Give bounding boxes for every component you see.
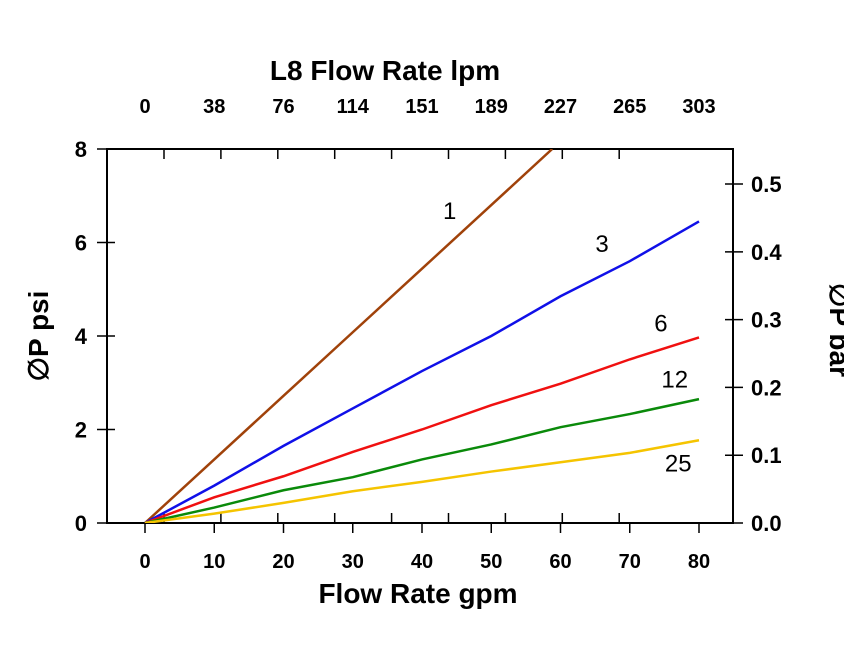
x-tick-label: 30 xyxy=(342,551,364,573)
x-tick-label: 40 xyxy=(411,551,433,573)
x-tick-label: 50 xyxy=(480,551,502,573)
x-tick-label: 10 xyxy=(203,551,225,573)
y2-axis-label: ∅P bar xyxy=(824,283,844,377)
y-tick-label: 2 xyxy=(75,418,87,443)
x-tick-label: 0 xyxy=(139,551,150,573)
series-line-6 xyxy=(144,336,700,523)
x-axis-label: Flow Rate gpm xyxy=(318,578,517,609)
series-line-25 xyxy=(144,439,700,523)
y-axis-label: ∅P psi xyxy=(23,291,54,382)
y2-tick-label: 0.3 xyxy=(751,308,782,333)
top-tick-label: 38 xyxy=(203,96,225,118)
series-line-3 xyxy=(144,220,700,523)
top-tick-label: 0 xyxy=(139,96,150,118)
x-tick-label: 20 xyxy=(272,551,294,573)
y2-tick-label: 0.5 xyxy=(751,172,782,197)
top-tick-label: 114 xyxy=(337,96,370,118)
y-tick-label: 4 xyxy=(75,324,88,349)
y2-tick-label: 0.2 xyxy=(751,375,782,400)
series-label: 1 xyxy=(443,198,456,225)
y2-tick-label: 0.0 xyxy=(751,511,782,536)
y-tick-label: 0 xyxy=(75,511,87,536)
x-tick-label: 60 xyxy=(549,551,571,573)
series-line-1 xyxy=(144,149,554,523)
y2-tick-label: 0.4 xyxy=(751,240,782,265)
y-tick-label: 8 xyxy=(75,137,87,162)
x-tick-label: 70 xyxy=(619,551,641,573)
top-tick-label: 189 xyxy=(475,96,508,118)
plot-frame xyxy=(106,148,734,524)
x-tick-label: 80 xyxy=(688,551,710,573)
y-tick-label: 6 xyxy=(75,231,87,256)
series-label: 3 xyxy=(595,231,608,258)
series-label: 25 xyxy=(665,451,692,478)
series-label: 12 xyxy=(661,366,688,393)
top-tick-label: 227 xyxy=(544,96,577,118)
top-tick-label: 303 xyxy=(682,96,715,118)
top-tick-label: 265 xyxy=(613,96,646,118)
series-line-12 xyxy=(144,397,700,523)
top-tick-label: 76 xyxy=(272,96,294,118)
top-tick-label: 151 xyxy=(405,96,438,118)
chart-title: L8 Flow Rate lpm xyxy=(270,55,500,86)
series-label: 6 xyxy=(654,310,667,337)
y2-tick-label: 0.1 xyxy=(751,443,782,468)
